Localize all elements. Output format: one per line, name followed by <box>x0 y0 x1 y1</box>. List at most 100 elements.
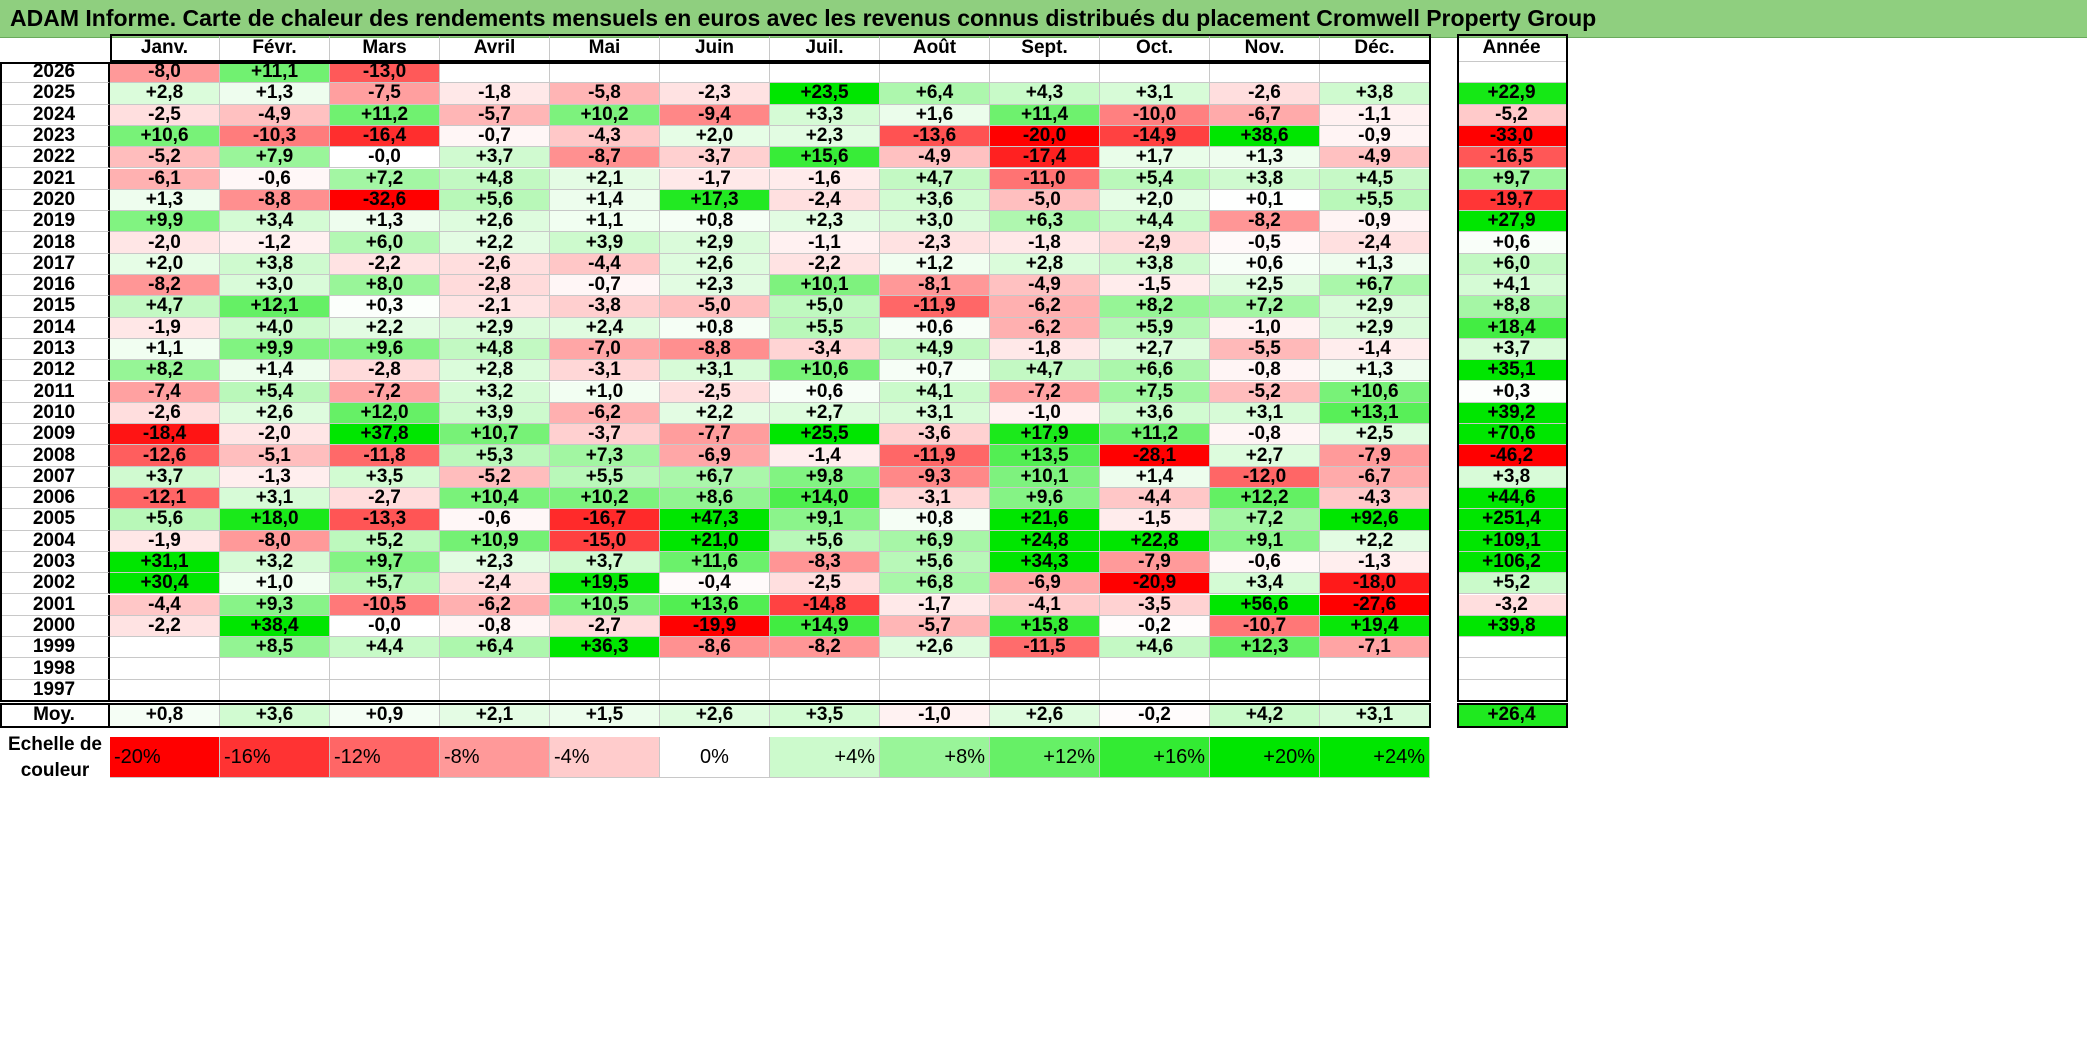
heatmap-cell: +5,6 <box>770 530 880 552</box>
heatmap-cell: +2,4 <box>550 317 660 339</box>
heatmap-cell: +3,1 <box>1210 402 1320 425</box>
heatmap-cell: +36,3 <box>550 636 660 659</box>
heatmap-cell: +1,7 <box>1100 146 1210 169</box>
heatmap-cell: +5,2 <box>330 530 440 552</box>
heatmap-cell: -3,1 <box>880 487 990 510</box>
heatmap-cell: +56,6 <box>1210 594 1320 616</box>
average-cell: +0,9 <box>330 703 440 728</box>
heatmap-cell: +8,0 <box>330 274 440 297</box>
heatmap-cell: +3,0 <box>220 274 330 297</box>
heatmap-cell: +4,9 <box>880 338 990 361</box>
heatmap-cell: -5,7 <box>880 615 990 638</box>
heatmap-cell: +11,1 <box>220 61 330 84</box>
heatmap-cell: -0,6 <box>220 168 330 190</box>
heatmap-cell <box>990 658 1100 680</box>
heatmap-cell: +3,3 <box>770 104 880 126</box>
heatmap-cell: -8,2 <box>770 636 880 659</box>
heatmap-cell: -13,6 <box>880 125 990 148</box>
heatmap-cell: +12,0 <box>330 402 440 425</box>
heatmap-cell: -6,2 <box>550 402 660 425</box>
heatmap-cell: +4,5 <box>1320 168 1430 190</box>
heatmap-cell: +4,6 <box>1100 636 1210 659</box>
heatmap-cell: -7,0 <box>550 338 660 361</box>
heatmap-cell: -2,8 <box>330 359 440 382</box>
heatmap-cell: -1,8 <box>440 82 550 105</box>
color-scale-stop: +4% <box>770 737 880 778</box>
heatmap-cell: +17,9 <box>990 423 1100 446</box>
heatmap-cell: +18,0 <box>220 508 330 531</box>
heatmap-cell: -3,7 <box>550 423 660 446</box>
heatmap-cell: +1,4 <box>550 189 660 212</box>
month-header: Mai <box>550 34 660 62</box>
heatmap-cell: -8,2 <box>110 274 220 297</box>
heatmap-cell: +2,1 <box>550 168 660 190</box>
heatmap-cell: -20,9 <box>1100 572 1210 595</box>
year-label: 2018 <box>0 232 110 254</box>
average-cell: -0,2 <box>1100 703 1210 728</box>
heatmap-cell: +0,7 <box>880 359 990 382</box>
heatmap-cell: +10,5 <box>550 594 660 616</box>
heatmap-cell: -2,1 <box>440 295 550 318</box>
year-label: 2006 <box>0 487 110 510</box>
heatmap-cell: +2,3 <box>770 210 880 233</box>
heatmap-cell: +3,6 <box>880 189 990 212</box>
year-label: 2000 <box>0 615 110 638</box>
year-label: 2026 <box>0 61 110 84</box>
heatmap-cell: +2,2 <box>330 317 440 339</box>
heatmap-cell: -1,2 <box>220 232 330 254</box>
average-cell: +3,5 <box>770 703 880 728</box>
heatmap-cell: +3,1 <box>880 402 990 425</box>
heatmap-cell: -12,0 <box>1210 466 1320 488</box>
year-label: 2004 <box>0 530 110 552</box>
heatmap-cell: -0,0 <box>330 146 440 169</box>
heatmap-cell: -2,7 <box>330 487 440 510</box>
heatmap-cell: +2,2 <box>1320 530 1430 552</box>
heatmap-cell: -10,3 <box>220 125 330 148</box>
heatmap-cell: +9,1 <box>770 508 880 531</box>
heatmap-cell: -2,3 <box>880 232 990 254</box>
heatmap-cell: +2,2 <box>440 232 550 254</box>
heatmap-cell: +8,2 <box>110 359 220 382</box>
heatmap-cell: +1,3 <box>110 189 220 212</box>
heatmap-cell <box>1210 658 1320 680</box>
heatmap-cell <box>880 679 990 701</box>
heatmap-cell <box>1100 658 1210 680</box>
heatmap-cell: +4,3 <box>990 82 1100 105</box>
heatmap-cell: -2,4 <box>770 189 880 212</box>
color-scale-stop: +24% <box>1320 737 1430 778</box>
heatmap-cell: +1,3 <box>1320 359 1430 382</box>
annual-cell: +251,4 <box>1457 508 1567 531</box>
heatmap-cell: +24,8 <box>990 530 1100 552</box>
heatmap-cell: -6,7 <box>1320 466 1430 488</box>
heatmap-cell: -32,6 <box>330 189 440 212</box>
heatmap-cell: +2,0 <box>110 253 220 275</box>
heatmap-cell <box>880 62 990 84</box>
heatmap-cell: -0,6 <box>1210 551 1320 574</box>
month-header: Août <box>880 34 990 62</box>
annual-cell: +3,7 <box>1457 338 1567 361</box>
heatmap-cell: -18,0 <box>1320 572 1430 595</box>
heatmap-cell: -8,8 <box>220 189 330 212</box>
annual-cell: +39,2 <box>1457 402 1567 425</box>
heatmap-cell: -12,6 <box>110 445 220 467</box>
heatmap-cell: +11,2 <box>1100 423 1210 446</box>
heatmap-cell <box>550 679 660 701</box>
heatmap-cell: +7,3 <box>550 445 660 467</box>
heatmap-cell: +5,6 <box>110 508 220 531</box>
heatmap-cell <box>110 637 220 659</box>
heatmap-cell <box>330 658 440 680</box>
heatmap-cell: +38,6 <box>1210 125 1320 148</box>
year-label: 2021 <box>0 168 110 190</box>
average-cell: -1,0 <box>880 703 990 728</box>
heatmap-cell: -5,1 <box>220 445 330 467</box>
heatmap-cell: +1,4 <box>220 359 330 382</box>
heatmap-cell: +3,9 <box>550 232 660 254</box>
heatmap-cell: +6,6 <box>1100 359 1210 382</box>
heatmap-cell: -2,6 <box>110 402 220 425</box>
heatmap-cell: +2,6 <box>660 253 770 275</box>
heatmap-cell: +5,7 <box>330 572 440 595</box>
heatmap-cell: +31,1 <box>110 551 220 574</box>
heatmap-cell: +1,1 <box>110 338 220 361</box>
heatmap-cell: +2,6 <box>880 636 990 659</box>
heatmap-cell: +4,7 <box>990 359 1100 382</box>
